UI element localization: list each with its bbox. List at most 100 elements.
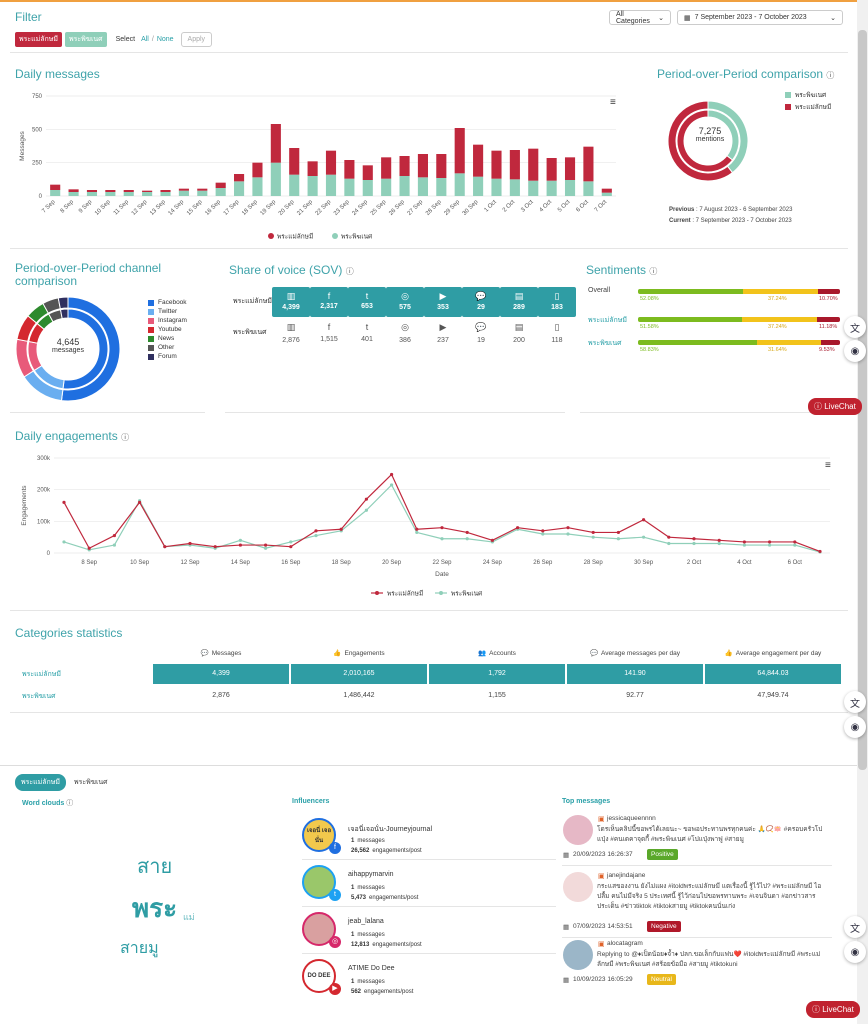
help-icon[interactable]: ⓘ [121,433,130,442]
sentiments-title: Sentiments ⓘ [586,263,657,277]
sov-box[interactable]: ▶ 353 [424,287,462,317]
message-user[interactable]: jessicaqueennnn [607,815,656,822]
sov-box[interactable]: t 653 [348,287,386,317]
influencers-title: Influencers [292,798,330,805]
hamburger-icon[interactable]: ≡ [610,97,616,108]
influencer-name[interactable]: aihappymarvin [348,871,394,878]
legend-item[interactable]: Other [148,344,187,351]
influencer-messages-value: 1 [351,885,355,891]
hamburger-icon[interactable]: ≡ [825,460,831,471]
translate-icon[interactable]: 文 [844,691,866,713]
bar-ganesh [473,176,484,196]
bot-icon[interactable]: ◉ [844,716,866,738]
legend-item[interactable]: Facebook [148,299,187,306]
legend-label: พระพิฆเนศ [795,92,827,99]
bar-laksmi [178,188,189,191]
series-point [289,540,293,544]
series-point [742,540,747,544]
message-user[interactable]: alocatagram [607,940,643,947]
sov-box[interactable]: ▯ 183 [538,287,576,317]
sov-box[interactable]: 💬 29 [462,287,500,317]
tab-ganesh[interactable]: พระพิฆเนศ [74,779,108,786]
sov-box[interactable]: ▥ 4,399 [272,287,310,317]
x-tick-label: 12 Sep [180,560,200,566]
date-range-picker[interactable]: ▦ 7 September 2023 - 7 October 2023 ⌄ [677,10,843,25]
sov-value: 401 [361,336,373,343]
current-label: Current [669,218,691,224]
sov-channel-icon: ▤ [514,322,524,332]
stat-cell: 47,949.74 [757,692,789,699]
series-point [314,533,318,538]
avatar[interactable] [563,872,593,902]
legend-item[interactable]: Forum [148,353,187,360]
scrollbar-thumb[interactable] [858,30,867,770]
x-tick-label: 2 Oct [687,560,702,566]
influencer-messages-label: messages [357,979,385,985]
help-icon[interactable]: ⓘ [345,267,354,276]
livechat-button[interactable]: ⓘ LiveChat [808,398,862,415]
row-label[interactable]: พระพิฆเนศ [22,693,56,700]
legend-item[interactable]: Instagram [148,317,187,324]
x-tick-label: 17 Sep [223,199,241,217]
filter-chip-laksmi[interactable]: พระแม่ลักษมี [15,32,63,47]
channel-legend: Facebook Twitter Instagram Youtube News Other… [148,299,187,362]
row-label[interactable]: พระแม่ลักษมี [22,671,62,678]
bar-laksmi [473,144,484,177]
apply-button[interactable]: Apply [180,32,213,47]
series-point [62,540,66,544]
sov-box[interactable]: f 2,317 [310,287,348,317]
filter-chip-ganesh[interactable]: พระพิฆเนศ [65,32,107,47]
legend-item[interactable]: Youtube [148,326,187,333]
legend-label: Other [158,344,175,351]
category-select[interactable]: All Categories ⌄ [609,10,671,25]
sov-cell: 💬 19 [462,322,500,344]
bar-ganesh [381,178,392,196]
bot-icon[interactable]: ◉ [844,941,866,963]
influencer-name[interactable]: เจอนี่เจอนั่น-Journeyjournal [348,826,432,833]
influencer-name[interactable]: jeab_lalana [348,918,384,925]
sov-box[interactable]: ◎ 575 [386,287,424,317]
word-mae: แม่ [183,912,195,922]
sov-value: 4,399 [282,304,300,311]
select-none-link[interactable]: None [156,36,174,43]
legend-item[interactable]: News [148,335,187,342]
translate-icon[interactable]: 文 [844,916,866,938]
avatar[interactable] [563,940,593,970]
instagram-icon: ◎ [329,936,341,948]
help-icon[interactable]: ⓘ [66,800,74,807]
help-icon[interactable]: ⓘ [826,71,835,80]
select-all-link[interactable]: All [141,36,149,43]
legend-item[interactable]: พระแม่ลักษมี [785,102,831,112]
livechat-button[interactable]: ⓘ LiveChat [806,1001,860,1018]
bar-ganesh [528,180,539,196]
message-user[interactable]: janejindajane [607,872,646,879]
bar-laksmi [564,157,576,180]
legend-item[interactable]: Twitter [148,308,187,315]
sentiment-neutral-label: 37.24% [768,324,787,330]
bot-icon[interactable]: ◉ [844,340,866,362]
sov-channel-icon: ◎ [401,322,409,332]
legend-item[interactable]: พระพิฆเนศ [785,90,831,100]
help-icon[interactable]: ⓘ [649,267,658,276]
message-date: 07/09/2023 14:53:51 [573,923,633,930]
tab-laksmi[interactable]: พระแม่ลักษมี [15,774,67,791]
series-point [289,545,293,549]
bar-ganesh [307,176,318,196]
avatar[interactable] [563,815,593,845]
sov-box[interactable]: ▤ 289 [500,287,538,317]
bar-laksmi [491,150,502,179]
column-header-icon: 💬 [200,650,209,657]
stat-cell: 1,486,442 [343,692,375,699]
translate-icon[interactable]: 文 [844,316,866,338]
x-tick-label: 16 Sep [204,199,222,217]
column-header: 👥 Accounts [429,649,565,657]
influencer-name[interactable]: ATIME Do Dee [348,965,395,972]
legend-swatch [785,104,791,110]
bottom-tabs: พระแม่ลักษมี พระพิฆเนศ [15,774,112,791]
tiktok-icon: ▣ [598,873,605,880]
bar-ganesh [142,192,153,196]
calendar-icon: ▦ [684,14,691,22]
sentiment-row-label: พระแม่ลักษมี [588,317,628,324]
sov-cell: t 401 [348,322,386,343]
chevron-down-icon: ⌄ [830,14,836,22]
